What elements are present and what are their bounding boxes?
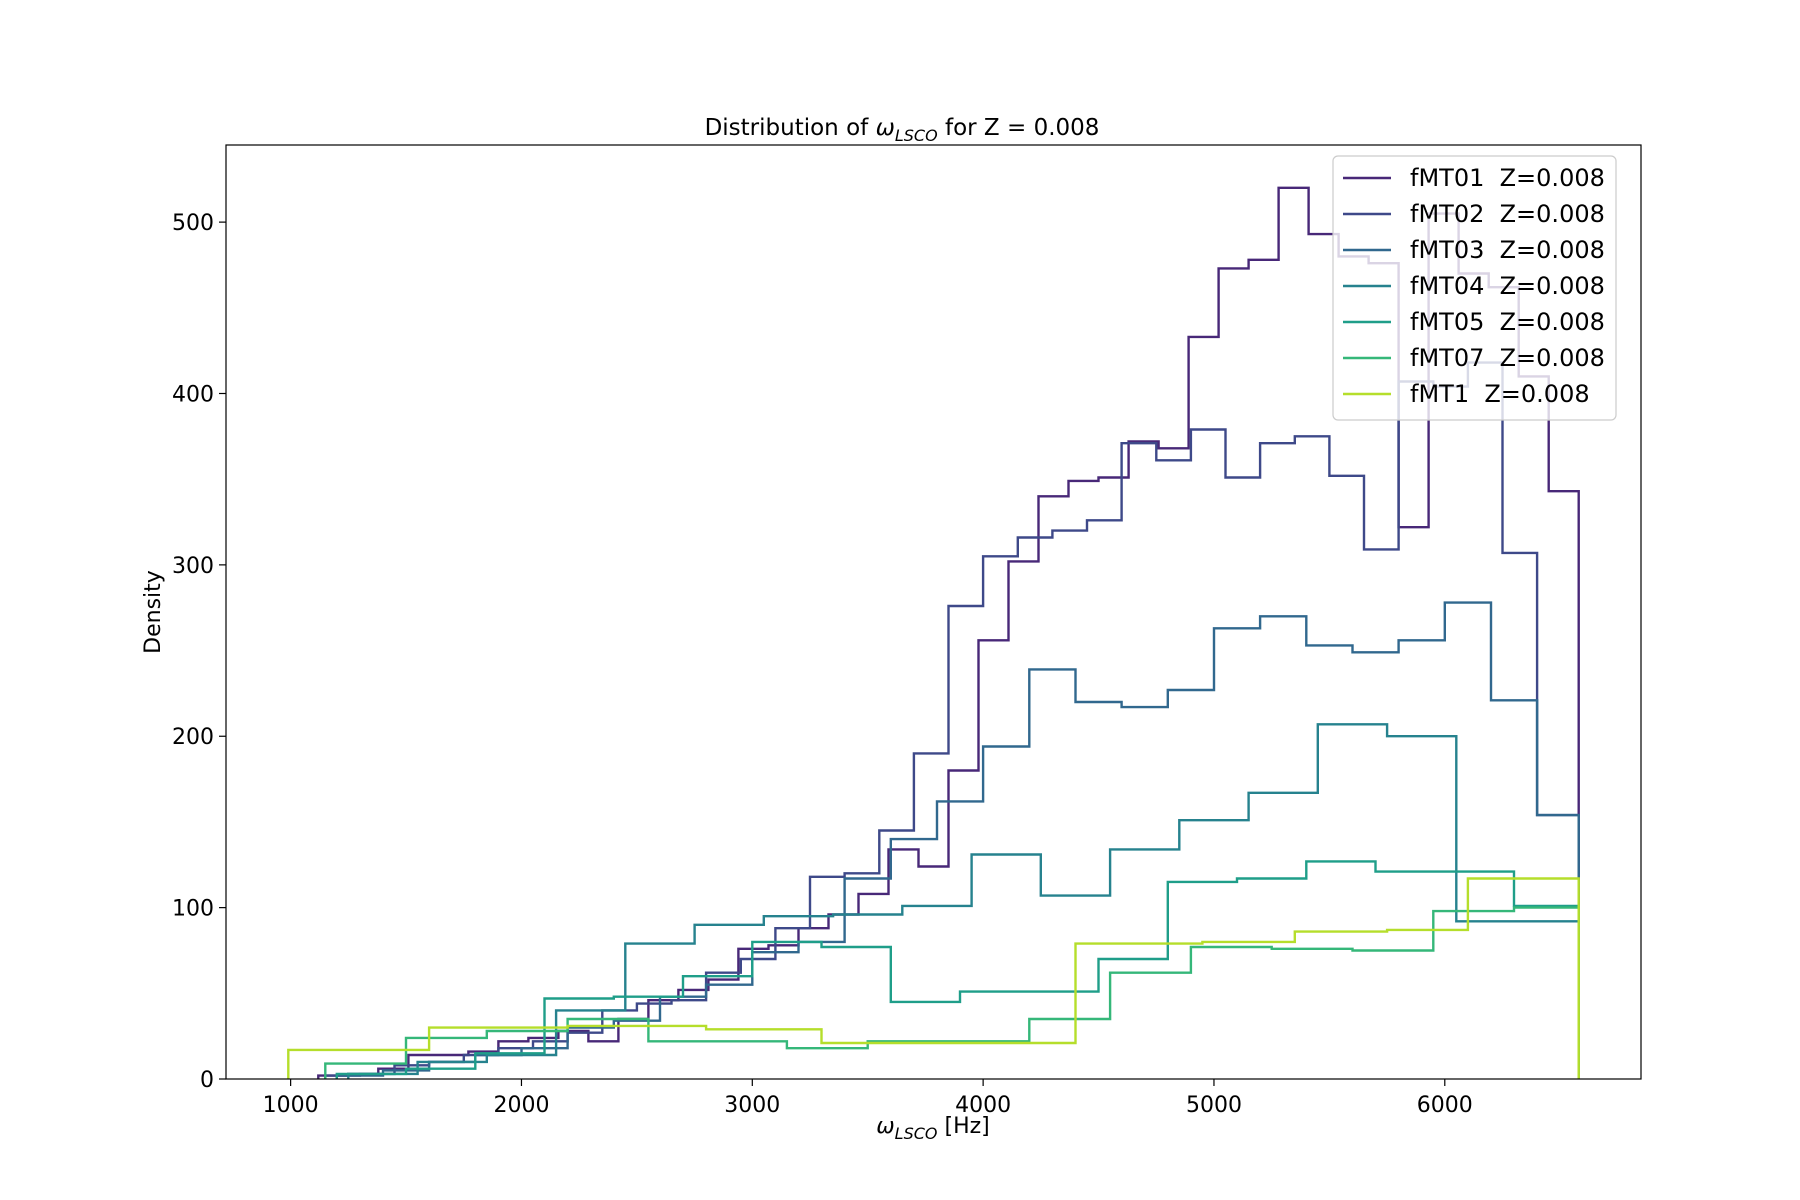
series-line-2 <box>335 601 1580 1079</box>
x-tick-label-0: 1000 <box>263 1093 319 1118</box>
x-axis-label-symbol: ω <box>876 1114 894 1139</box>
y-axis-label: Density <box>141 570 166 654</box>
x-tick-label-2: 3000 <box>724 1093 780 1118</box>
x-tick-label-5: 6000 <box>1417 1093 1473 1118</box>
chart-title-prefix: Distribution of <box>705 115 876 141</box>
y-tick-label-2: 200 <box>172 725 214 750</box>
series-line-5 <box>324 906 1580 1079</box>
y-tick-label-0: 0 <box>200 1068 214 1093</box>
x-axis-label-subscript: LSCO <box>895 1124 938 1143</box>
legend: fMT01 Z=0.008 fMT02 Z=0.008 fMT03 Z=0.008 f… <box>1332 155 1617 421</box>
x-axis-label: ωLSCO [Hz] <box>876 1114 990 1143</box>
y-tick-label-5: 500 <box>172 211 214 236</box>
series-line-6 <box>287 877 1580 1079</box>
x-tick-label-1: 2000 <box>493 1093 549 1118</box>
legend-label-2: fMT03 Z=0.008 <box>1410 236 1605 264</box>
legend-label-0: fMT01 Z=0.008 <box>1410 164 1605 192</box>
legend-label-6: fMT1 Z=0.008 <box>1410 380 1590 408</box>
x-axis-label-unit: [Hz] <box>938 1114 990 1139</box>
y-tick-label-1: 100 <box>172 897 214 922</box>
legend-label-1: fMT02 Z=0.008 <box>1410 200 1605 228</box>
y-tick-label-4: 400 <box>172 382 214 407</box>
legend-label-4: fMT05 Z=0.008 <box>1410 308 1605 336</box>
y-tick-label-3: 300 <box>172 554 214 579</box>
series-line-3 <box>347 723 1580 1079</box>
chart-title-symbol: ω <box>876 115 895 141</box>
legend-label-5: fMT07 Z=0.008 <box>1410 344 1605 372</box>
y-axis-ticks: 0 100 200 300 400 500 <box>172 211 226 1093</box>
x-tick-label-4: 5000 <box>1186 1093 1242 1118</box>
plot-frame <box>225 144 1642 1080</box>
x-tick-label-3: 4000 <box>955 1093 1011 1118</box>
chart-title-suffix: for Z = 0.008 <box>938 115 1100 141</box>
chart-title-subscript: LSCO <box>895 126 938 145</box>
chart-title: Distribution of ωLSCO for Z = 0.008 <box>705 115 1100 145</box>
x-axis-ticks: 1000 2000 3000 4000 5000 6000 <box>263 1079 1473 1118</box>
series-line-4 <box>335 860 1580 1079</box>
legend-frame <box>1332 155 1617 421</box>
legend-label-3: fMT04 Z=0.008 <box>1410 272 1605 300</box>
